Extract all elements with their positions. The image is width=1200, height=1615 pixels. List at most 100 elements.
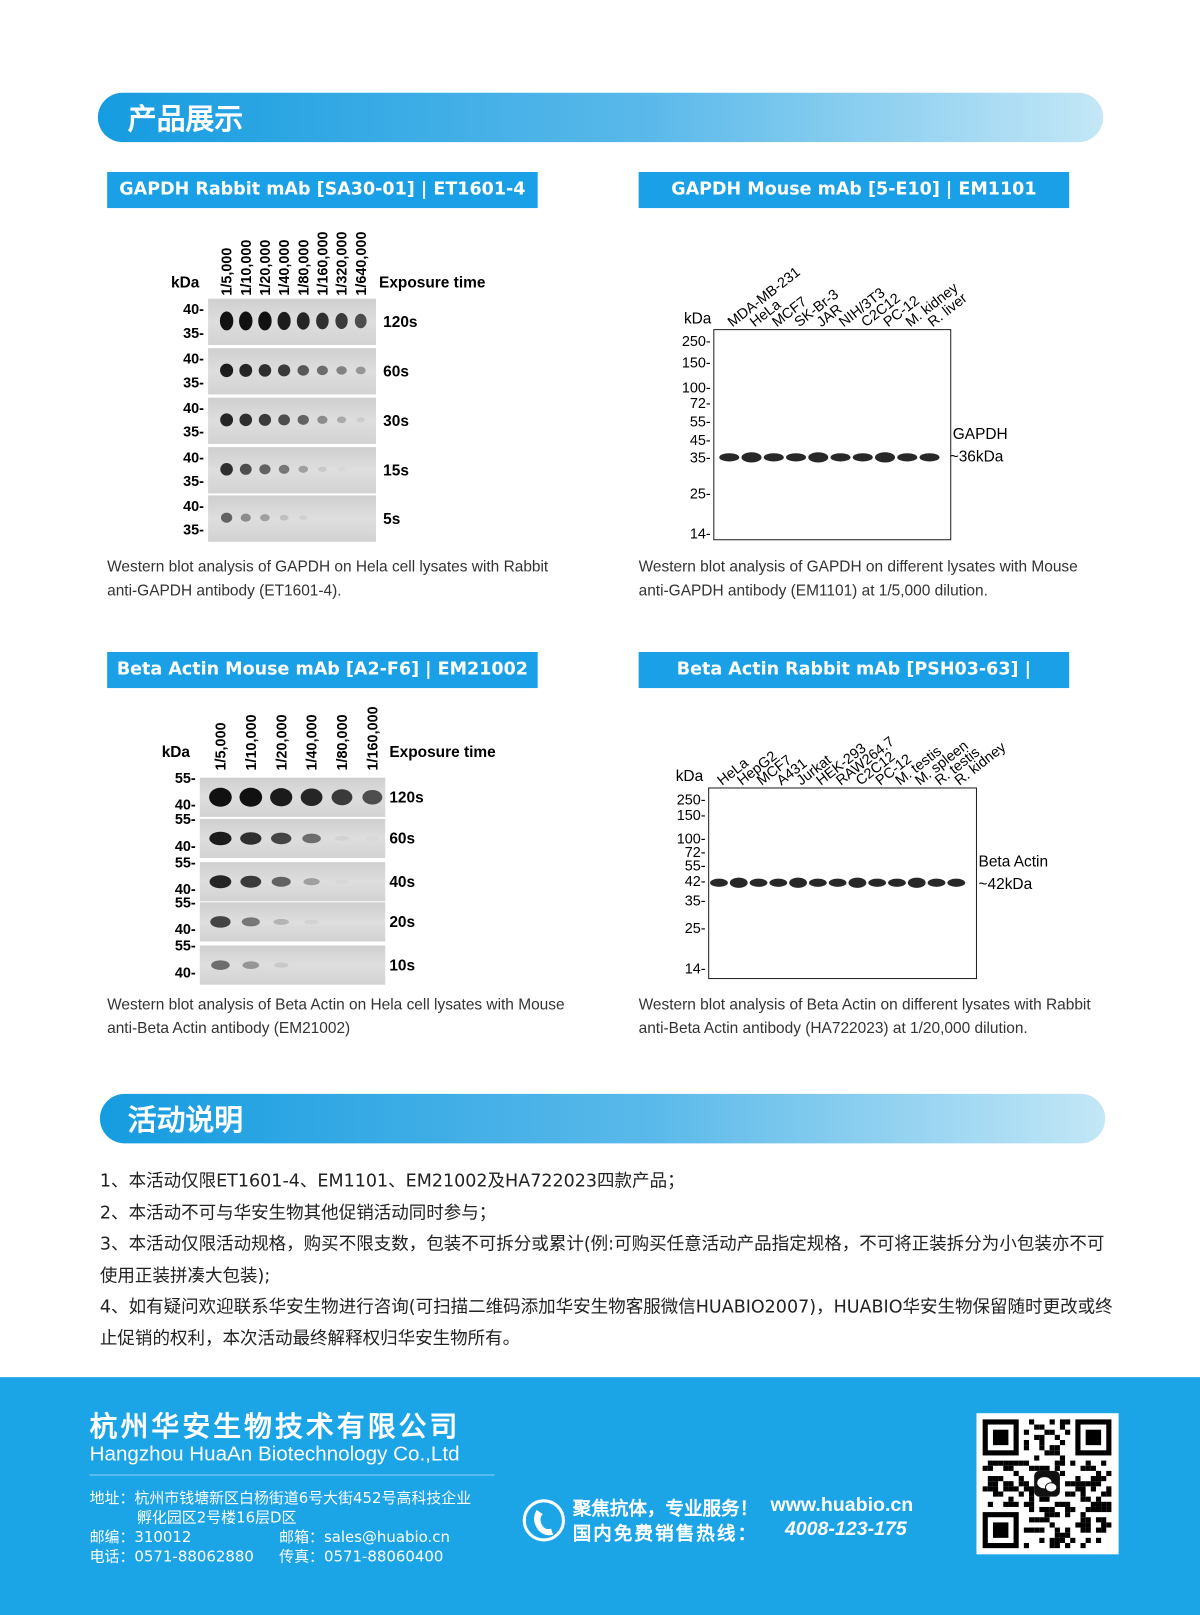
marker-label: 55- bbox=[685, 858, 706, 874]
qr-cell bbox=[1049, 1506, 1055, 1513]
exposure: 120s bbox=[389, 789, 423, 806]
band bbox=[239, 787, 263, 807]
qr-cell bbox=[1013, 1501, 1019, 1507]
band bbox=[808, 452, 829, 463]
qr-cell bbox=[1059, 1470, 1066, 1477]
marker-label: 40- bbox=[175, 798, 196, 814]
blot-panel bbox=[208, 348, 376, 395]
qr-code bbox=[982, 1419, 1112, 1549]
qr-cell bbox=[1106, 1506, 1112, 1513]
exposure: 60s bbox=[389, 831, 415, 848]
band bbox=[868, 878, 887, 887]
band bbox=[356, 417, 365, 423]
qr-cell bbox=[1085, 1460, 1091, 1466]
band bbox=[270, 788, 293, 807]
qr-cell bbox=[1095, 1470, 1102, 1477]
rule-item: 2、本活动不可与华安生物其他促销活动同时参与； bbox=[99, 1202, 497, 1224]
marker-label: 40- bbox=[175, 882, 196, 898]
qr-cell bbox=[1090, 1476, 1096, 1482]
qr-cell bbox=[1101, 1476, 1107, 1482]
marker-label: 25- bbox=[685, 921, 706, 937]
qr-cell bbox=[1085, 1537, 1091, 1543]
qr-cell bbox=[998, 1491, 1004, 1497]
band bbox=[947, 878, 966, 887]
qr-cell bbox=[1065, 1429, 1071, 1435]
qr-cell bbox=[1023, 1481, 1030, 1487]
marker-label: 14- bbox=[690, 527, 711, 543]
band bbox=[769, 878, 788, 887]
qr-cell bbox=[1054, 1460, 1060, 1466]
band bbox=[220, 512, 233, 523]
qr-cell bbox=[1101, 1522, 1107, 1528]
qr-cell bbox=[1080, 1543, 1086, 1549]
qr-cell bbox=[1054, 1537, 1060, 1543]
qr-cell bbox=[1018, 1491, 1024, 1497]
product-header: Beta Actin Mouse mAb [A2-F6] | EM21002 bbox=[107, 652, 538, 689]
qr-cell bbox=[1065, 1527, 1071, 1533]
lane-label: 1/20,000 bbox=[258, 240, 274, 296]
qr-cell bbox=[1008, 1481, 1014, 1487]
qr-cell bbox=[1090, 1501, 1096, 1507]
qr-cell bbox=[1003, 1486, 1009, 1492]
band bbox=[888, 878, 906, 887]
qr-cell bbox=[1090, 1506, 1096, 1513]
band bbox=[209, 831, 232, 846]
qr-cell bbox=[982, 1465, 988, 1471]
band bbox=[763, 453, 784, 462]
band bbox=[219, 311, 234, 331]
company-cn: 杭州华安生物技术有限公司 bbox=[89, 1411, 461, 1444]
band bbox=[210, 916, 231, 928]
marker-label: 40- bbox=[183, 401, 204, 417]
kda-label: kDa bbox=[171, 274, 200, 291]
phone: 电话：0571-88062880 bbox=[89, 1549, 254, 1566]
exposure-label: Exposure time bbox=[379, 274, 486, 291]
marker-label: 55- bbox=[690, 414, 711, 430]
qr-cell bbox=[1034, 1455, 1040, 1461]
qr-cell bbox=[1059, 1455, 1066, 1461]
band bbox=[209, 787, 232, 807]
band bbox=[337, 467, 345, 471]
qr-cell bbox=[1090, 1481, 1096, 1487]
address: 地址：杭州市钱塘新区白杨街道6号大街452号高科技企业 bbox=[89, 1490, 472, 1507]
qr-cell bbox=[1059, 1537, 1066, 1543]
qr-cell bbox=[1106, 1491, 1112, 1497]
qr-cell bbox=[1003, 1481, 1009, 1487]
qr-cell bbox=[1034, 1424, 1040, 1430]
band bbox=[242, 961, 260, 969]
band bbox=[786, 453, 807, 462]
caption: Western blot analysis of GAPDH on Hela c… bbox=[107, 558, 549, 600]
qr-cell bbox=[1008, 1486, 1014, 1492]
qr-cell bbox=[1029, 1517, 1035, 1523]
qr-cell bbox=[1044, 1465, 1050, 1471]
qr-cell bbox=[1080, 1481, 1086, 1487]
marker-label: 35- bbox=[183, 375, 204, 391]
blot-panel bbox=[208, 447, 376, 494]
qr-cell bbox=[1039, 1496, 1045, 1502]
qr-cell bbox=[1049, 1537, 1055, 1543]
qr-cell bbox=[1106, 1486, 1112, 1492]
marker-label: 40- bbox=[183, 302, 204, 318]
website: www.huabio.cn bbox=[770, 1494, 914, 1517]
lane-label: 1/160,000 bbox=[316, 232, 332, 296]
exposure: 15s bbox=[383, 462, 409, 479]
qr-cell bbox=[1003, 1460, 1009, 1466]
blot-panel bbox=[199, 902, 386, 942]
marker-label: 55- bbox=[175, 812, 196, 828]
band bbox=[273, 918, 289, 925]
qr-cell bbox=[987, 1481, 993, 1487]
kda-label: kDa bbox=[684, 310, 712, 327]
qr-cell bbox=[1023, 1501, 1030, 1507]
qr-cell bbox=[1065, 1419, 1071, 1425]
marker-label: 25- bbox=[690, 487, 711, 503]
qr-cell bbox=[1049, 1522, 1055, 1528]
qr-cell bbox=[1023, 1460, 1030, 1466]
qr-cell bbox=[1070, 1537, 1076, 1543]
marker-label: 35- bbox=[690, 450, 711, 466]
exposure: 30s bbox=[383, 413, 409, 430]
blot-panel bbox=[208, 495, 376, 542]
band bbox=[299, 515, 308, 521]
qr-finder bbox=[992, 1429, 1009, 1446]
qr-cell bbox=[1065, 1501, 1071, 1507]
qr-cell bbox=[1039, 1424, 1045, 1430]
